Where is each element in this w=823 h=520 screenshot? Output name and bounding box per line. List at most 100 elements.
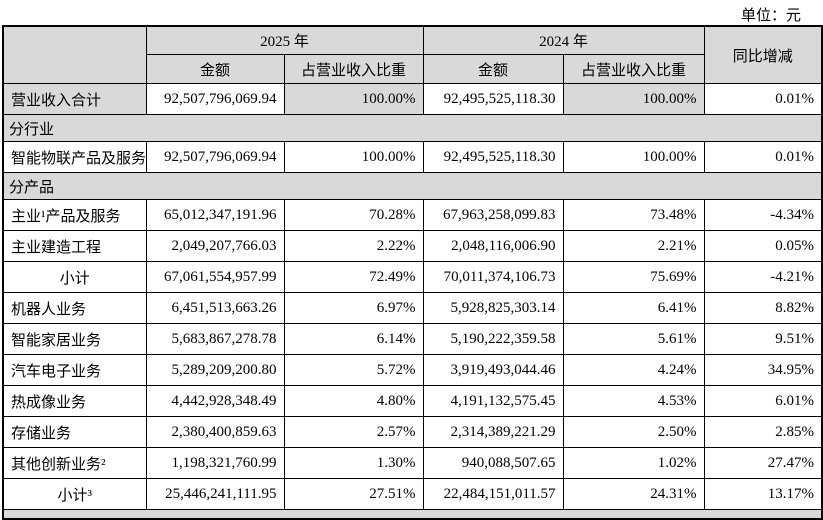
row-label: 汽车电子业务 <box>2 354 147 386</box>
pct-2024: 2.50% <box>562 416 705 448</box>
amount-2024: 2,314,389,221.29 <box>422 416 564 448</box>
table-row: 小计 67,061,554,957.99 72.49% 70,011,374,106.… <box>2 261 823 293</box>
pct-2025: 5.72% <box>283 354 424 386</box>
amount-2024: 940,088,507.65 <box>422 447 564 479</box>
revenue-table: 2025 年 2024 年 同比增减 金额 占营业收入比重 金额 占营业收入比重… <box>2 25 823 520</box>
pct-2024: 75.69% <box>562 261 705 293</box>
pct-2025: 27.51% <box>283 478 424 510</box>
pct-2025: 2.57% <box>283 416 424 448</box>
pct-2024: 2.21% <box>562 230 705 262</box>
pct-2024: 4.53% <box>562 385 705 417</box>
table-row: 小计³ 25,446,241,111.95 27.51% 22,484,151,011… <box>2 478 823 510</box>
pct-2024: 1.02% <box>562 447 705 479</box>
section-label: 分行业 <box>2 114 823 142</box>
amount-2025: 5,683,867,278.78 <box>145 323 285 355</box>
amount-2024: 5,928,825,303.14 <box>422 292 564 324</box>
table-row: 智能物联产品及服务 92,507,796,069.94 100.00% 92,495,… <box>2 141 823 173</box>
amount-2025: 6,451,513,663.26 <box>145 292 285 324</box>
table-row: 营业收入合计 92,507,796,069.94 100.00% 92,495,525… <box>2 83 823 115</box>
pct-2024: 100.00% <box>562 83 705 115</box>
header-row-measures: 金额 占营业收入比重 金额 占营业收入比重 <box>3 54 822 84</box>
yoy-change: -4.21% <box>703 261 823 293</box>
section-row: 分行业 <box>2 114 823 142</box>
header-2025: 2025 年 <box>145 25 424 55</box>
header-amount-2025: 金额 <box>145 54 285 84</box>
yoy-change: 13.17% <box>703 478 823 510</box>
amount-2025: 1,198,321,760.99 <box>145 447 285 479</box>
row-label: 营业收入合计 <box>2 83 147 115</box>
amount-2024: 4,191,132,575.45 <box>422 385 564 417</box>
table-row: 智能家居业务 5,683,867,278.78 6.14% 5,190,222,359… <box>2 323 823 355</box>
header-pct-2024: 占营业收入比重 <box>562 54 705 84</box>
pct-2024: 6.41% <box>562 292 705 324</box>
table-row: 汽车电子业务 5,289,209,200.80 5.72% 3,919,493,044… <box>2 354 823 386</box>
yoy-change: 2.85% <box>703 416 823 448</box>
yoy-change: 0.01% <box>703 83 823 115</box>
row-label: 小计³ <box>2 478 147 510</box>
pct-2025: 100.00% <box>283 83 424 115</box>
table-row: 机器人业务 6,451,513,663.26 6.97% 5,928,825,303.… <box>2 292 823 324</box>
amount-2024: 92,495,525,118.30 <box>422 141 564 173</box>
row-label: 热成像业务 <box>2 385 147 417</box>
amount-2024: 3,919,493,044.46 <box>422 354 564 386</box>
amount-2025: 65,012,347,191.96 <box>145 199 285 231</box>
header-amount-2024: 金额 <box>422 54 564 84</box>
pct-2025: 72.49% <box>283 261 424 293</box>
amount-2025: 2,380,400,859.63 <box>145 416 285 448</box>
section-label: 分产品 <box>2 172 823 200</box>
row-label: 智能物联产品及服务 <box>2 141 147 173</box>
table-body: 营业收入合计 92,507,796,069.94 100.00% 92,495,525… <box>2 83 823 519</box>
amount-2024: 70,011,374,106.73 <box>422 261 564 293</box>
yoy-change: 34.95% <box>703 354 823 386</box>
row-label: 主业建造工程 <box>2 230 147 262</box>
pct-2025: 1.30% <box>283 447 424 479</box>
section-row: 分产品 <box>2 172 823 200</box>
yoy-change: -4.34% <box>703 199 823 231</box>
pct-2025: 4.80% <box>283 385 424 417</box>
amount-2025: 5,289,209,200.80 <box>145 354 285 386</box>
corner-cell <box>2 25 147 84</box>
partial-row <box>2 509 823 519</box>
row-label: 存储业务 <box>2 416 147 448</box>
row-label: 其他创新业务² <box>2 447 147 479</box>
pct-2025: 70.28% <box>283 199 424 231</box>
amount-2025: 25,446,241,111.95 <box>145 478 285 510</box>
pct-2025: 6.14% <box>283 323 424 355</box>
pct-2024: 24.31% <box>562 478 705 510</box>
pct-2024: 5.61% <box>562 323 705 355</box>
header-row-years: 2025 年 2024 年 同比增减 <box>2 25 823 84</box>
table-row: 存储业务 2,380,400,859.63 2.57% 2,314,389,221.2… <box>2 416 823 448</box>
row-label: 主业¹产品及服务 <box>2 199 147 231</box>
table-row: 主业¹产品及服务 65,012,347,191.96 70.28% 67,963,25… <box>2 199 823 231</box>
amount-2025: 67,061,554,957.99 <box>145 261 285 293</box>
yoy-change: 8.82% <box>703 292 823 324</box>
table-row: 热成像业务 4,442,928,348.49 4.80% 4,191,132,575.… <box>2 385 823 417</box>
header-pct-2025: 占营业收入比重 <box>283 54 424 84</box>
pct-2025: 6.97% <box>283 292 424 324</box>
partial-band <box>2 509 823 519</box>
header-yoy: 同比增减 <box>703 25 823 84</box>
pct-2024: 73.48% <box>562 199 705 231</box>
pct-2024: 4.24% <box>562 354 705 386</box>
amount-2024: 5,190,222,359.58 <box>422 323 564 355</box>
header-2024: 2024 年 <box>422 25 705 55</box>
yoy-change: 9.51% <box>703 323 823 355</box>
amount-2025: 92,507,796,069.94 <box>145 141 285 173</box>
table-row: 其他创新业务² 1,198,321,760.99 1.30% 940,088,507.… <box>2 447 823 479</box>
unit-label: 单位：元 <box>740 8 801 24</box>
row-label: 小计 <box>2 261 147 293</box>
pct-2025: 2.22% <box>283 230 424 262</box>
amount-2024: 92,495,525,118.30 <box>422 83 564 115</box>
pct-2025: 100.00% <box>283 141 424 173</box>
yoy-change: 27.47% <box>703 447 823 479</box>
amount-2024: 22,484,151,011.57 <box>422 478 564 510</box>
amount-2024: 2,048,116,006.90 <box>422 230 564 262</box>
amount-2025: 92,507,796,069.94 <box>145 83 285 115</box>
row-label: 机器人业务 <box>2 292 147 324</box>
yoy-change: 6.01% <box>703 385 823 417</box>
table-row: 主业建造工程 2,049,207,766.03 2.22% 2,048,116,006… <box>2 230 823 262</box>
pct-2024: 100.00% <box>562 141 705 173</box>
row-label: 智能家居业务 <box>2 323 147 355</box>
amount-2025: 4,442,928,348.49 <box>145 385 285 417</box>
amount-2024: 67,963,258,099.83 <box>422 199 564 231</box>
